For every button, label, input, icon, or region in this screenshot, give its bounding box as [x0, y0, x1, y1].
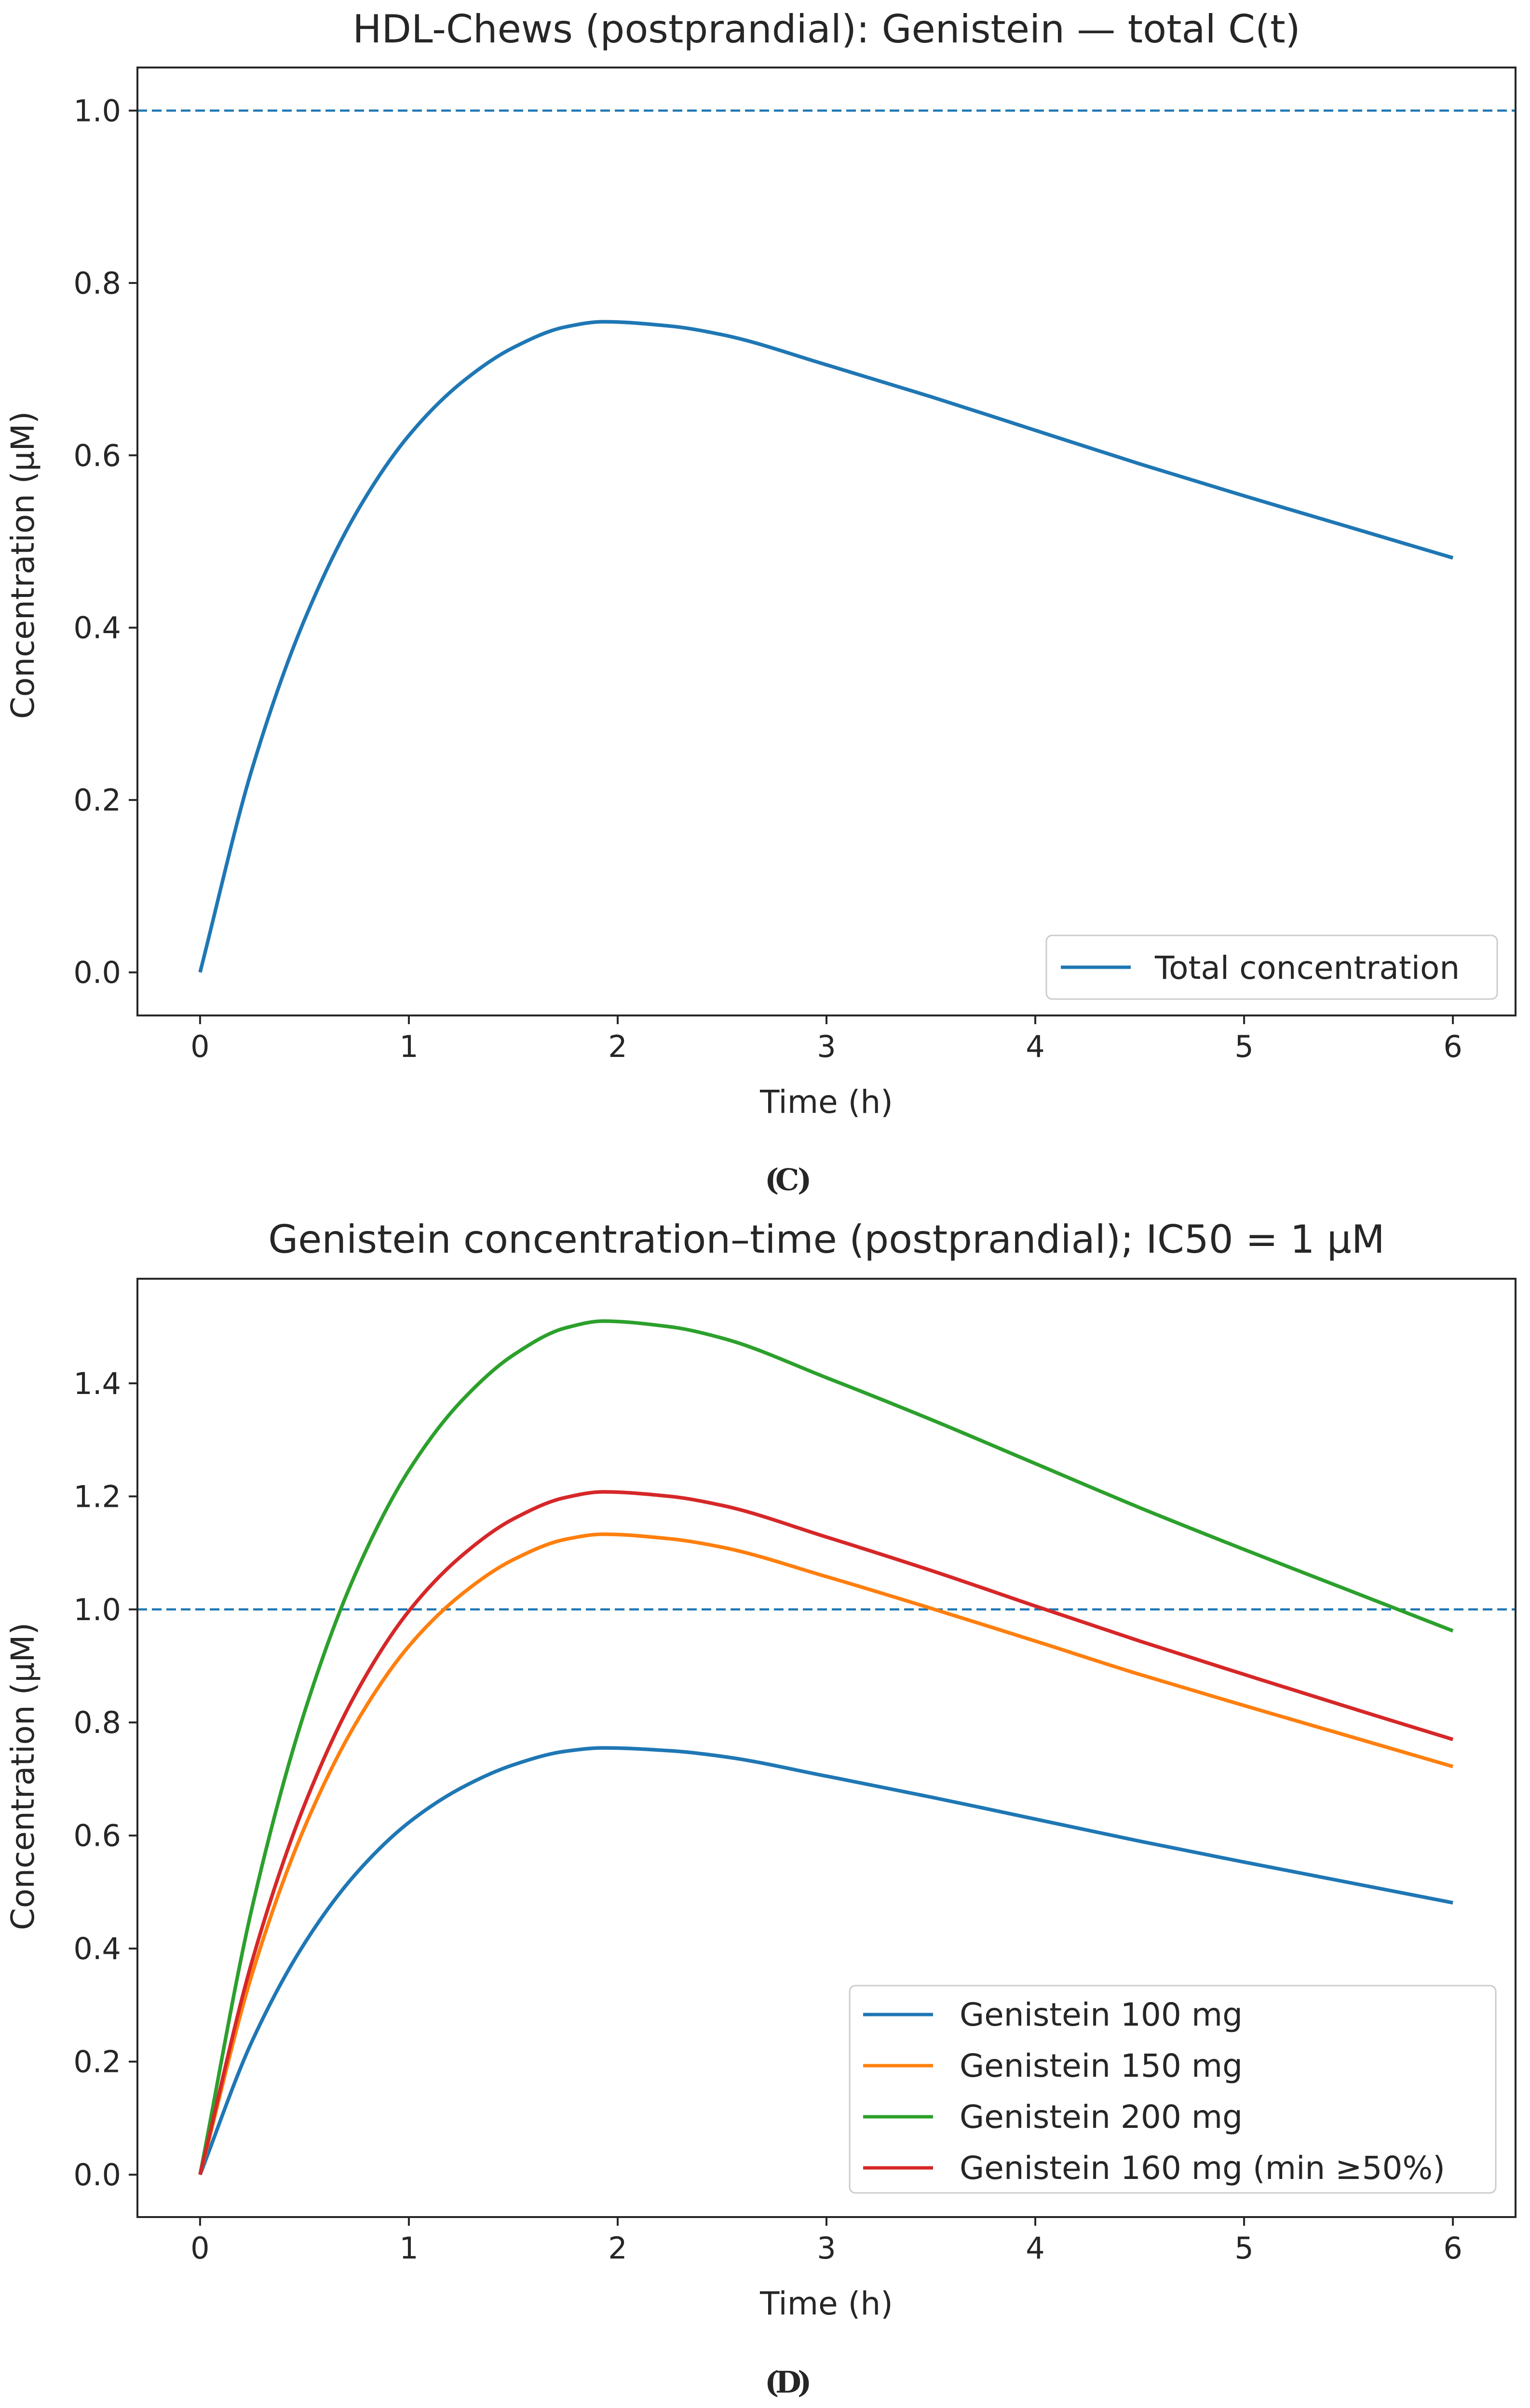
plot-area: 0 1 2 3 4 5 6 0.0 0.2 0.4 0.6 0.8 1.0 1.2 1.4 — [73, 1278, 1516, 2266]
x-tick-label: 1 — [399, 2231, 418, 2266]
x-tick-label: 5 — [1234, 1029, 1253, 1064]
y-tick-label: 1.2 — [73, 1479, 121, 1514]
x-tick-label: 6 — [1443, 2231, 1462, 2266]
y-tick-label: 0.6 — [73, 438, 121, 473]
y-axis-label: Concentration (µM) — [4, 1623, 41, 1930]
x-axis-label: Time (h) — [759, 1083, 893, 1121]
legend-label-200mg: Genistein 200 mg — [960, 2098, 1243, 2136]
chart-title: Genistein concentration–time (postprandi… — [268, 1217, 1385, 1262]
y-tick-label: 1.4 — [73, 1366, 121, 1401]
y-tick-label: 1.0 — [73, 1592, 121, 1627]
legend: Total concentration — [1045, 934, 1498, 1000]
panel-label-close-paren: ) — [798, 2365, 812, 2400]
panel-label-open-paren: ( — [765, 1162, 779, 1197]
series-line-0 — [198, 320, 1454, 973]
chart-panel-c: HDL-Chews (postprandial): Genistein — to… — [4, 7, 1516, 1197]
legend-label: Total concentration — [1154, 949, 1460, 987]
x-tick-label: 4 — [1026, 2231, 1044, 2266]
chart-panel-d: Genistein concentration–time (postprandi… — [4, 1217, 1516, 2400]
series-line-3 — [198, 1490, 1454, 2175]
chart-title: HDL-Chews (postprandial): Genistein — to… — [352, 7, 1300, 52]
x-tick-label: 5 — [1234, 2231, 1253, 2266]
x-tick-label: 0 — [190, 1029, 209, 1064]
x-tick-label: 2 — [608, 2231, 627, 2266]
y-tick-label: 0.4 — [73, 1931, 121, 1966]
x-tick-label: 1 — [399, 1029, 418, 1064]
y-tick-label: 0.8 — [73, 266, 121, 301]
legend-frame — [849, 1985, 1497, 2194]
legend: Genistein 100 mg Genistein 150 mg Genist… — [849, 1985, 1497, 2194]
y-tick-label: 0.0 — [73, 2157, 121, 2192]
x-tick-label: 2 — [608, 1029, 627, 1064]
y-tick-label: 0.4 — [73, 610, 121, 646]
series-line-0 — [198, 1746, 1453, 2176]
panel-label-open-paren: ( — [765, 2365, 779, 2400]
legend-label-160mg: Genistein 160 mg (min ≥50%) — [960, 2150, 1445, 2187]
x-tick-label: 3 — [817, 1029, 836, 1064]
y-tick-label: 0.0 — [73, 955, 121, 990]
series-line-2 — [198, 1319, 1454, 2175]
panel-label: D — [775, 2365, 801, 2400]
y-tick-label: 0.2 — [73, 2044, 121, 2080]
x-tick-label: 3 — [817, 2231, 836, 2266]
series-line-1 — [198, 1532, 1454, 2176]
y-tick-label: 1.0 — [73, 93, 121, 128]
panel-label-close-paren: ) — [798, 1162, 812, 1197]
x-tick-label: 4 — [1026, 1029, 1044, 1064]
y-axis-label: Concentration (µM) — [4, 411, 41, 719]
y-tick-label: 0.2 — [73, 783, 121, 818]
panel-label: C — [775, 1162, 799, 1197]
plot-area: 0 1 2 3 4 5 6 0.0 0.2 0.4 0.6 0.8 1.0 — [73, 67, 1516, 1064]
x-axis-label: Time (h) — [759, 2285, 893, 2322]
x-tick-label: 0 — [190, 2231, 209, 2266]
x-tick-label: 6 — [1443, 1029, 1462, 1064]
legend-label-100mg: Genistein 100 mg — [960, 1996, 1243, 2033]
legend-label-150mg: Genistein 150 mg — [960, 2047, 1243, 2084]
y-tick-label: 0.8 — [73, 1705, 121, 1740]
legend-frame — [1045, 934, 1498, 1000]
y-tick-label: 0.6 — [73, 1818, 121, 1853]
